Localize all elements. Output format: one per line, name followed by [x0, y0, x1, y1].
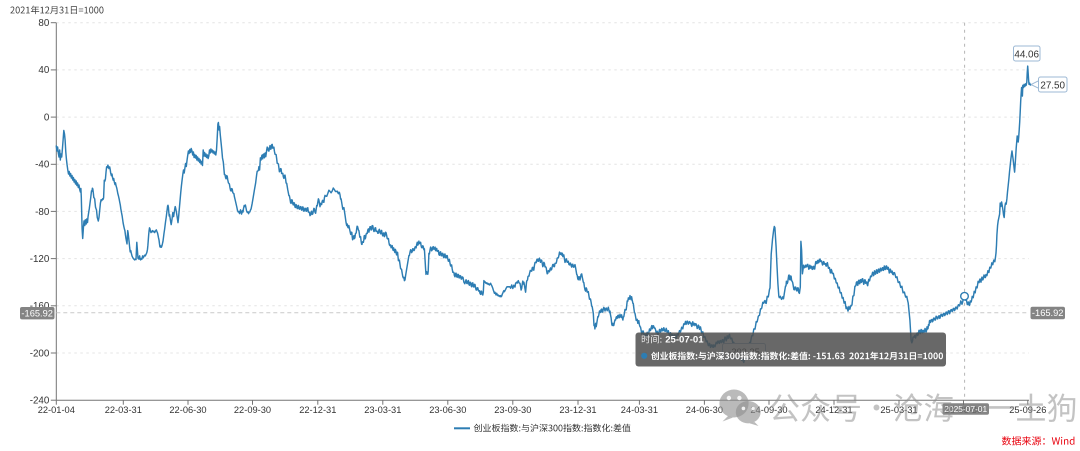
- svg-text:25-07-01: 25-07-01: [665, 335, 704, 346]
- svg-text:22-09-30: 22-09-30: [234, 405, 271, 415]
- svg-text:44.06: 44.06: [1014, 50, 1039, 61]
- svg-text:-200: -200: [30, 348, 50, 359]
- svg-text:40: 40: [38, 65, 49, 76]
- svg-text:80: 80: [38, 18, 49, 29]
- svg-text:-165.92: -165.92: [21, 308, 53, 318]
- svg-text:24-06-30: 24-06-30: [686, 405, 723, 415]
- svg-text:23-06-30: 23-06-30: [429, 405, 466, 415]
- svg-text:22-06-30: 22-06-30: [169, 405, 206, 415]
- svg-text:27.50: 27.50: [1040, 81, 1065, 92]
- svg-text:22-12-31: 22-12-31: [299, 405, 336, 415]
- svg-text:24-12-31: 24-12-31: [815, 405, 852, 415]
- svg-text:2025-07-01: 2025-07-01: [944, 404, 987, 414]
- svg-text:23-12-31: 23-12-31: [559, 405, 596, 415]
- svg-text:22-03-31: 22-03-31: [105, 405, 142, 415]
- svg-text:23-09-30: 23-09-30: [494, 405, 531, 415]
- svg-text:0: 0: [44, 112, 50, 123]
- svg-text:25-03-31: 25-03-31: [880, 405, 917, 415]
- svg-text:-120: -120: [30, 254, 50, 265]
- svg-text:-40: -40: [35, 160, 50, 171]
- svg-text:-80: -80: [35, 207, 50, 218]
- svg-text:-240: -240: [30, 396, 50, 407]
- svg-text:23-03-31: 23-03-31: [364, 405, 401, 415]
- svg-text:24-03-31: 24-03-31: [621, 405, 658, 415]
- svg-text:22-01-04: 22-01-04: [38, 405, 75, 415]
- svg-text:24-09-30: 24-09-30: [750, 405, 787, 415]
- svg-text:-160: -160: [30, 301, 50, 312]
- svg-text:25-09-26: 25-09-26: [1009, 405, 1046, 415]
- svg-text:-165.92: -165.92: [1032, 308, 1064, 318]
